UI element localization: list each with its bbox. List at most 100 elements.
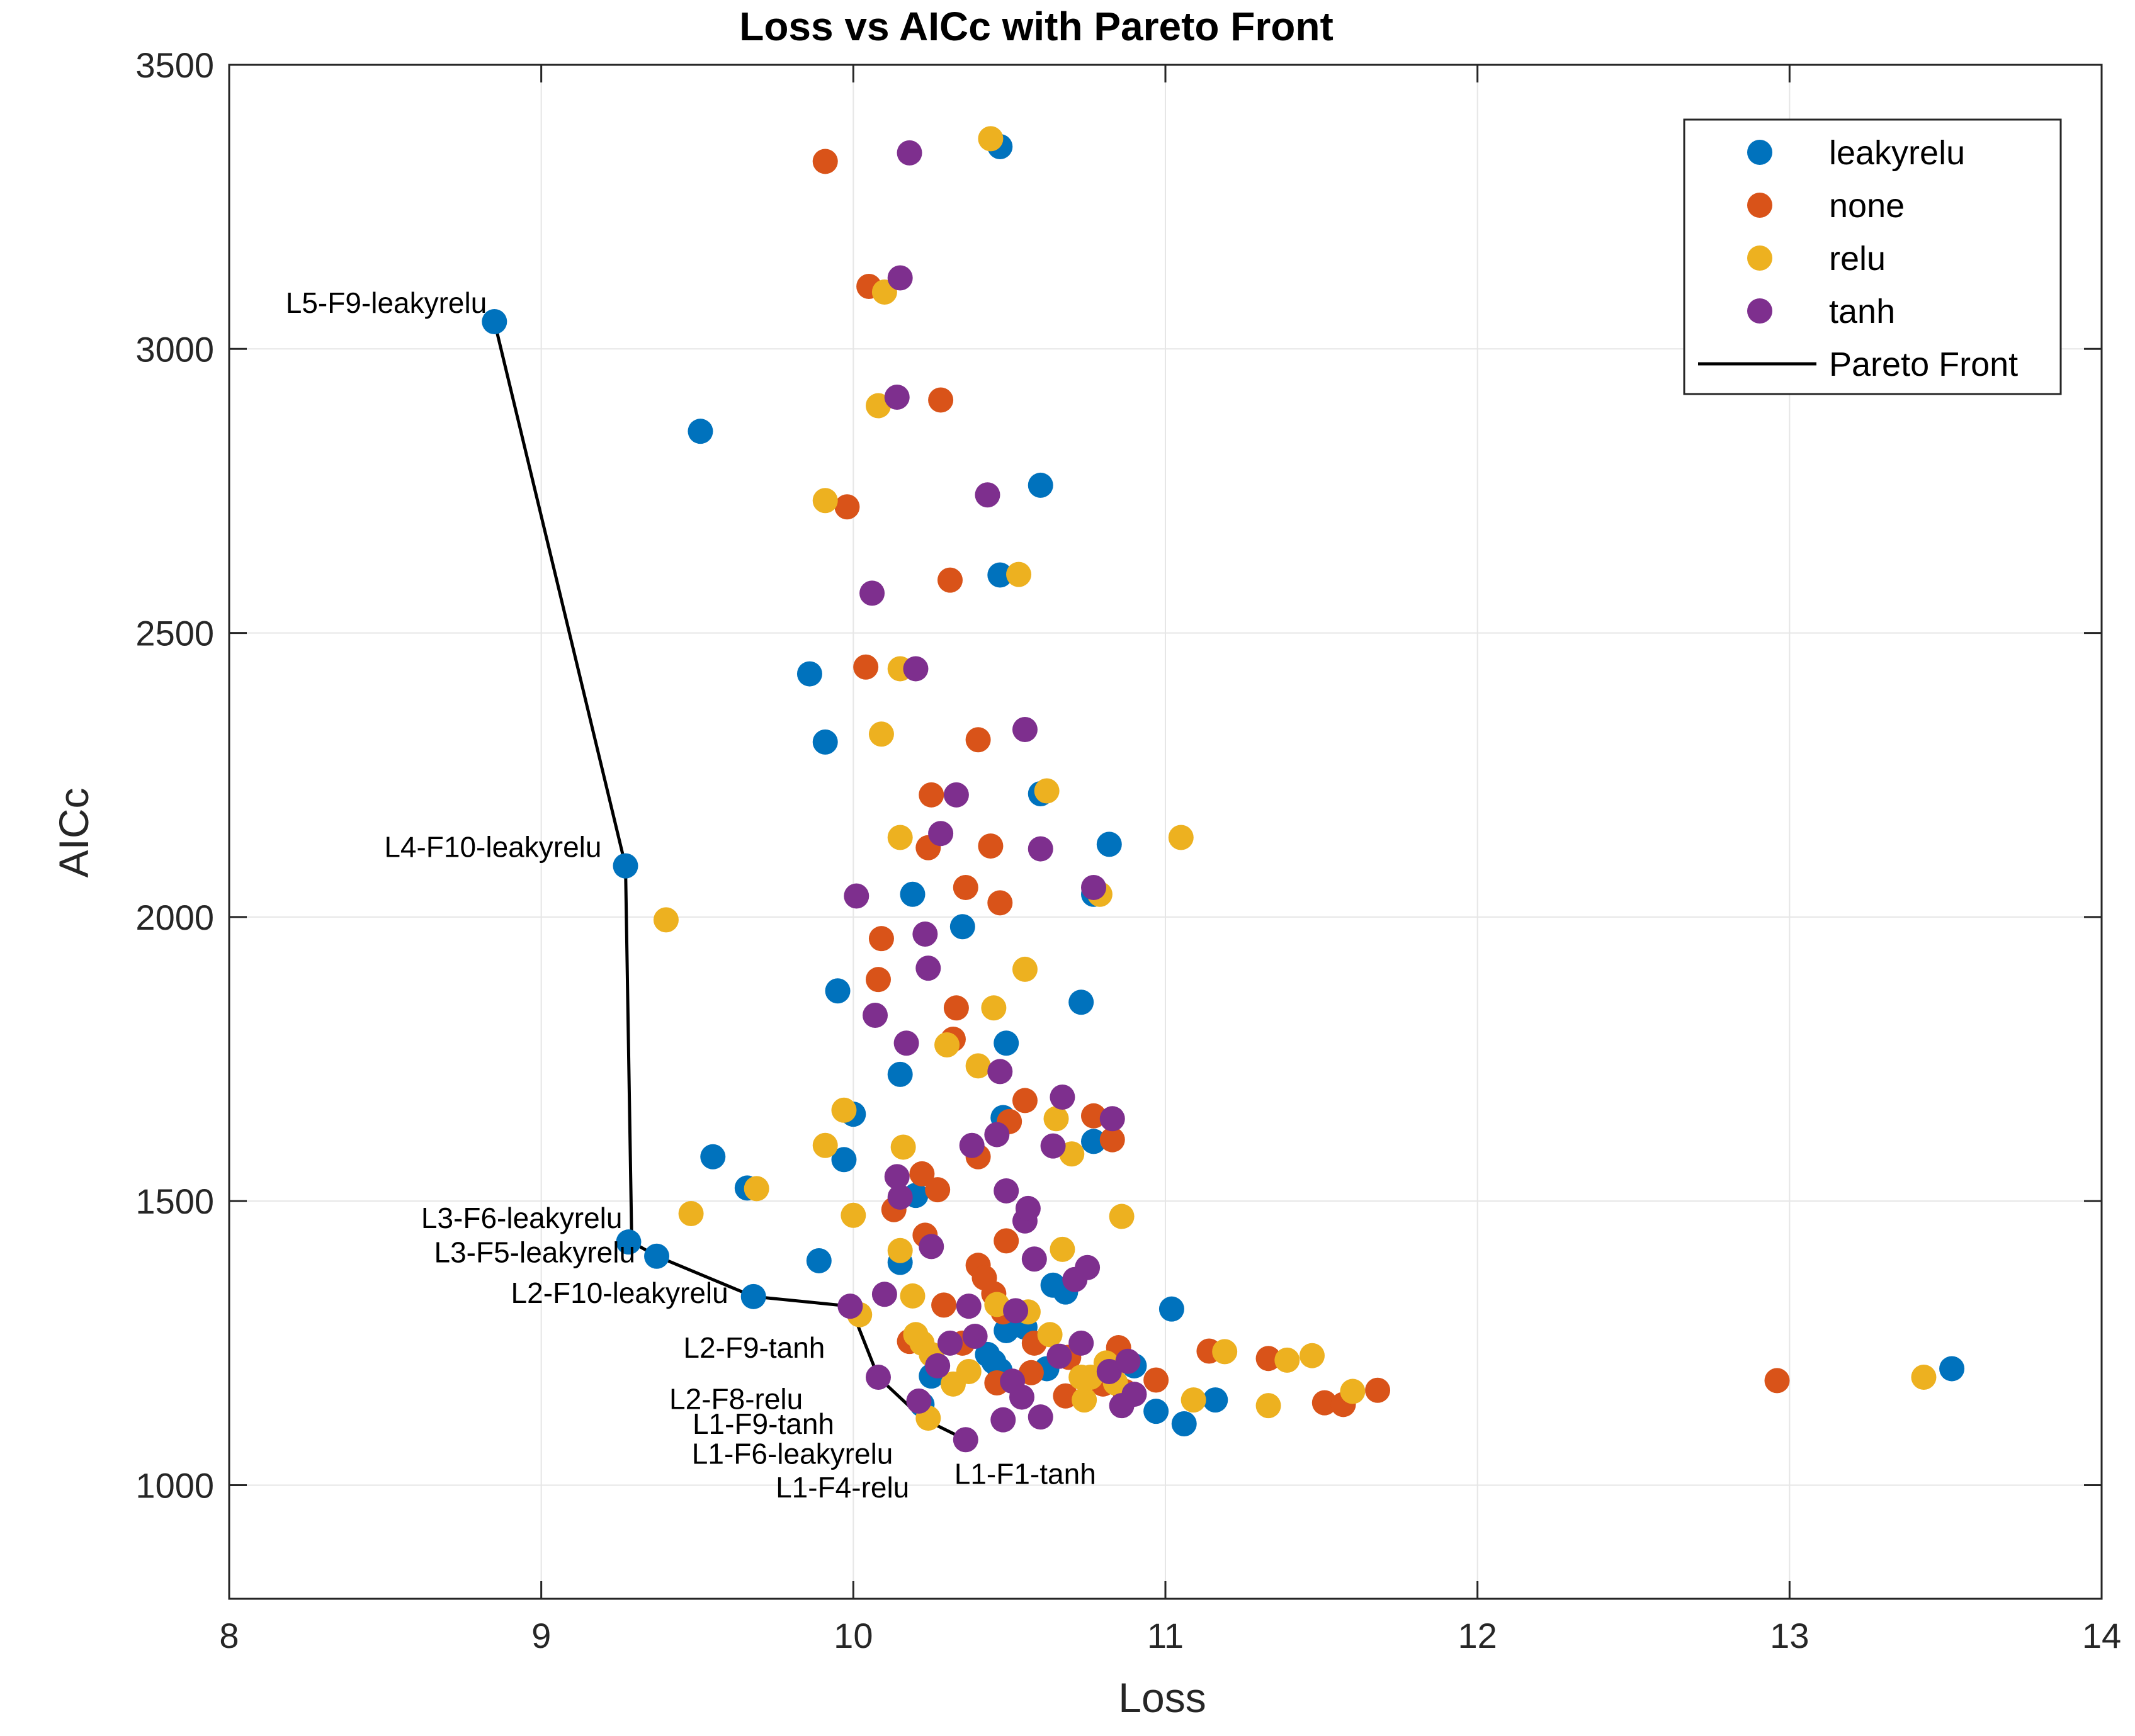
point-none (937, 567, 963, 593)
point-tanh (1080, 874, 1106, 900)
point-relu (868, 721, 894, 747)
point-none (1018, 1360, 1044, 1385)
point-tanh (959, 1132, 985, 1158)
point-leakyrelu (740, 1283, 766, 1309)
point-relu (841, 1202, 866, 1228)
point-none (1311, 1390, 1337, 1416)
point-annotation: L1-F9-tanh (693, 1407, 834, 1440)
point-tanh (863, 1003, 888, 1029)
point-tanh (884, 1164, 910, 1190)
point-tanh (990, 1407, 1016, 1433)
point-none (1255, 1346, 1281, 1372)
point-none (1099, 1127, 1125, 1153)
point-none (931, 1292, 957, 1318)
point-leakyrelu (1158, 1296, 1184, 1322)
point-relu (978, 126, 1004, 152)
point-leakyrelu (796, 661, 822, 687)
point-tanh (953, 1427, 978, 1453)
point-tanh (1028, 1404, 1053, 1430)
point-leakyrelu (482, 308, 507, 334)
point-relu (812, 1132, 838, 1158)
point-tanh (1075, 1254, 1101, 1280)
point-annotation: L1-F1-tanh (954, 1457, 1096, 1490)
point-relu (1299, 1343, 1325, 1368)
legend-label: relu (1829, 240, 1886, 278)
legend: leakyrelu none relu tanh Pareto Front (1683, 118, 2062, 395)
point-tanh (1115, 1348, 1141, 1374)
point-leakyrelu (700, 1144, 726, 1170)
point-tanh (962, 1324, 988, 1350)
point-tanh (859, 580, 885, 606)
x-tick-label: 11 (1147, 1616, 1184, 1655)
point-none (1080, 1103, 1106, 1129)
point-relu (1050, 1236, 1075, 1262)
point-tanh (1099, 1106, 1125, 1132)
legend-marker-leakyrelu (1747, 140, 1772, 165)
point-leakyrelu (644, 1243, 670, 1269)
point-relu (1109, 1203, 1135, 1229)
legend-label: leakyrelu (1829, 134, 1965, 172)
point-leakyrelu (900, 881, 926, 907)
point-leakyrelu (1080, 1129, 1106, 1154)
point-tanh (919, 1234, 944, 1260)
point-leakyrelu (1171, 1411, 1197, 1437)
point-tanh (897, 140, 922, 166)
point-none (925, 1177, 951, 1203)
point-relu (1006, 561, 1032, 587)
point-none (1143, 1367, 1169, 1393)
point-none (943, 995, 969, 1021)
point-tanh (903, 656, 929, 682)
point-annotation: L2-F8-relu (669, 1383, 803, 1416)
point-relu (890, 1134, 916, 1160)
point-tanh (928, 821, 954, 847)
point-tanh (1015, 1195, 1041, 1221)
point-leakyrelu (1028, 472, 1053, 498)
point-tanh (975, 482, 1000, 508)
point-leakyrelu (887, 1061, 913, 1087)
y-tick-label: 1500 (135, 1181, 214, 1221)
point-tanh (994, 1178, 1019, 1203)
point-relu (1255, 1393, 1281, 1419)
point-relu (812, 488, 838, 514)
point-tanh (912, 921, 938, 947)
y-tick-label: 1000 (135, 1465, 214, 1505)
point-none (994, 1228, 1019, 1254)
point-relu (981, 995, 1007, 1021)
point-none (1012, 1088, 1038, 1113)
point-tanh (1028, 836, 1053, 862)
point-relu (1072, 1387, 1097, 1413)
point-tanh (865, 1364, 891, 1390)
point-relu (678, 1201, 704, 1227)
point-annotation: L4-F10-leakyrelu (384, 831, 601, 864)
y-tick-label: 2500 (135, 614, 214, 653)
legend-marker-tanh (1747, 298, 1772, 324)
point-relu (1911, 1364, 1937, 1390)
point-relu (831, 1097, 857, 1123)
point-annotation: L3-F5-leakyrelu (434, 1236, 635, 1269)
point-tanh (937, 1330, 963, 1356)
x-tick-label: 10 (834, 1616, 873, 1655)
point-none (1053, 1383, 1079, 1409)
x-tick-label: 14 (2082, 1616, 2121, 1655)
point-annotation: L2-F10-leakyrelu (511, 1277, 728, 1309)
point-relu (1168, 825, 1194, 850)
point-leakyrelu (949, 914, 975, 940)
point-leakyrelu (1143, 1399, 1169, 1424)
point-leakyrelu (831, 1147, 857, 1173)
point-tanh (943, 782, 969, 808)
point-tanh (1068, 1330, 1094, 1356)
point-relu (1012, 956, 1038, 982)
point-relu (900, 1283, 926, 1309)
point-leakyrelu (987, 562, 1013, 588)
point-tanh (893, 1030, 919, 1056)
point-tanh (956, 1294, 982, 1319)
point-none (953, 874, 978, 900)
point-relu (653, 907, 679, 933)
data-points (482, 126, 1965, 1453)
point-leakyrelu (1068, 989, 1094, 1015)
point-leakyrelu (812, 729, 838, 755)
y-axis-label: AICc (50, 787, 97, 877)
x-axis-label: Loss (1118, 1674, 1206, 1721)
point-none (868, 926, 894, 952)
